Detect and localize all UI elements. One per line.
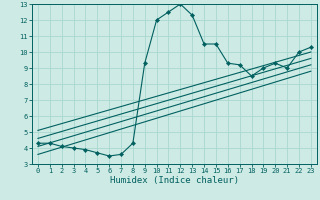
- X-axis label: Humidex (Indice chaleur): Humidex (Indice chaleur): [110, 176, 239, 185]
